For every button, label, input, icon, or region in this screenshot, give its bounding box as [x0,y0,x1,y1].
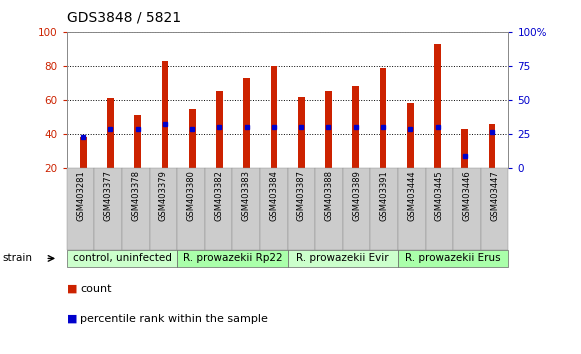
Bar [107,98,114,168]
Text: GSM403382: GSM403382 [214,170,223,221]
Bar [352,86,359,168]
Text: R. prowazekii Rp22: R. prowazekii Rp22 [182,253,282,263]
Bar [407,103,414,168]
Text: GSM403391: GSM403391 [380,170,389,221]
Text: GSM403388: GSM403388 [325,170,333,221]
Bar [189,109,196,168]
Bar [434,44,441,168]
Text: count: count [80,284,112,293]
Bar [80,137,87,168]
Bar [489,124,496,168]
Bar [243,78,250,168]
Text: GSM403377: GSM403377 [104,170,113,221]
Bar [271,66,277,168]
Text: GSM403444: GSM403444 [407,170,416,221]
Text: GSM403446: GSM403446 [462,170,471,221]
Bar [216,91,223,168]
Text: R. prowazekii Erus: R. prowazekii Erus [406,253,501,263]
Bar [461,129,468,168]
Text: GSM403281: GSM403281 [76,170,85,221]
Text: GSM403387: GSM403387 [297,170,306,221]
Bar [162,61,168,168]
Text: control, uninfected: control, uninfected [73,253,171,263]
Text: ■: ■ [67,284,77,293]
Bar [325,91,332,168]
Text: percentile rank within the sample: percentile rank within the sample [80,314,268,324]
Text: GSM403389: GSM403389 [352,170,361,221]
Text: GSM403383: GSM403383 [242,170,250,221]
Text: strain: strain [3,253,33,263]
Bar [298,97,304,168]
Text: GSM403445: GSM403445 [435,170,444,221]
Bar [379,68,386,168]
Text: GSM403384: GSM403384 [270,170,278,221]
Text: GSM403447: GSM403447 [490,170,499,221]
Text: GSM403380: GSM403380 [187,170,195,221]
Text: GSM403379: GSM403379 [159,170,168,221]
Text: R. prowazekii Evir: R. prowazekii Evir [296,253,389,263]
Text: GDS3848 / 5821: GDS3848 / 5821 [67,11,181,25]
Bar [134,115,141,168]
Text: ■: ■ [67,314,77,324]
Text: GSM403378: GSM403378 [131,170,140,221]
